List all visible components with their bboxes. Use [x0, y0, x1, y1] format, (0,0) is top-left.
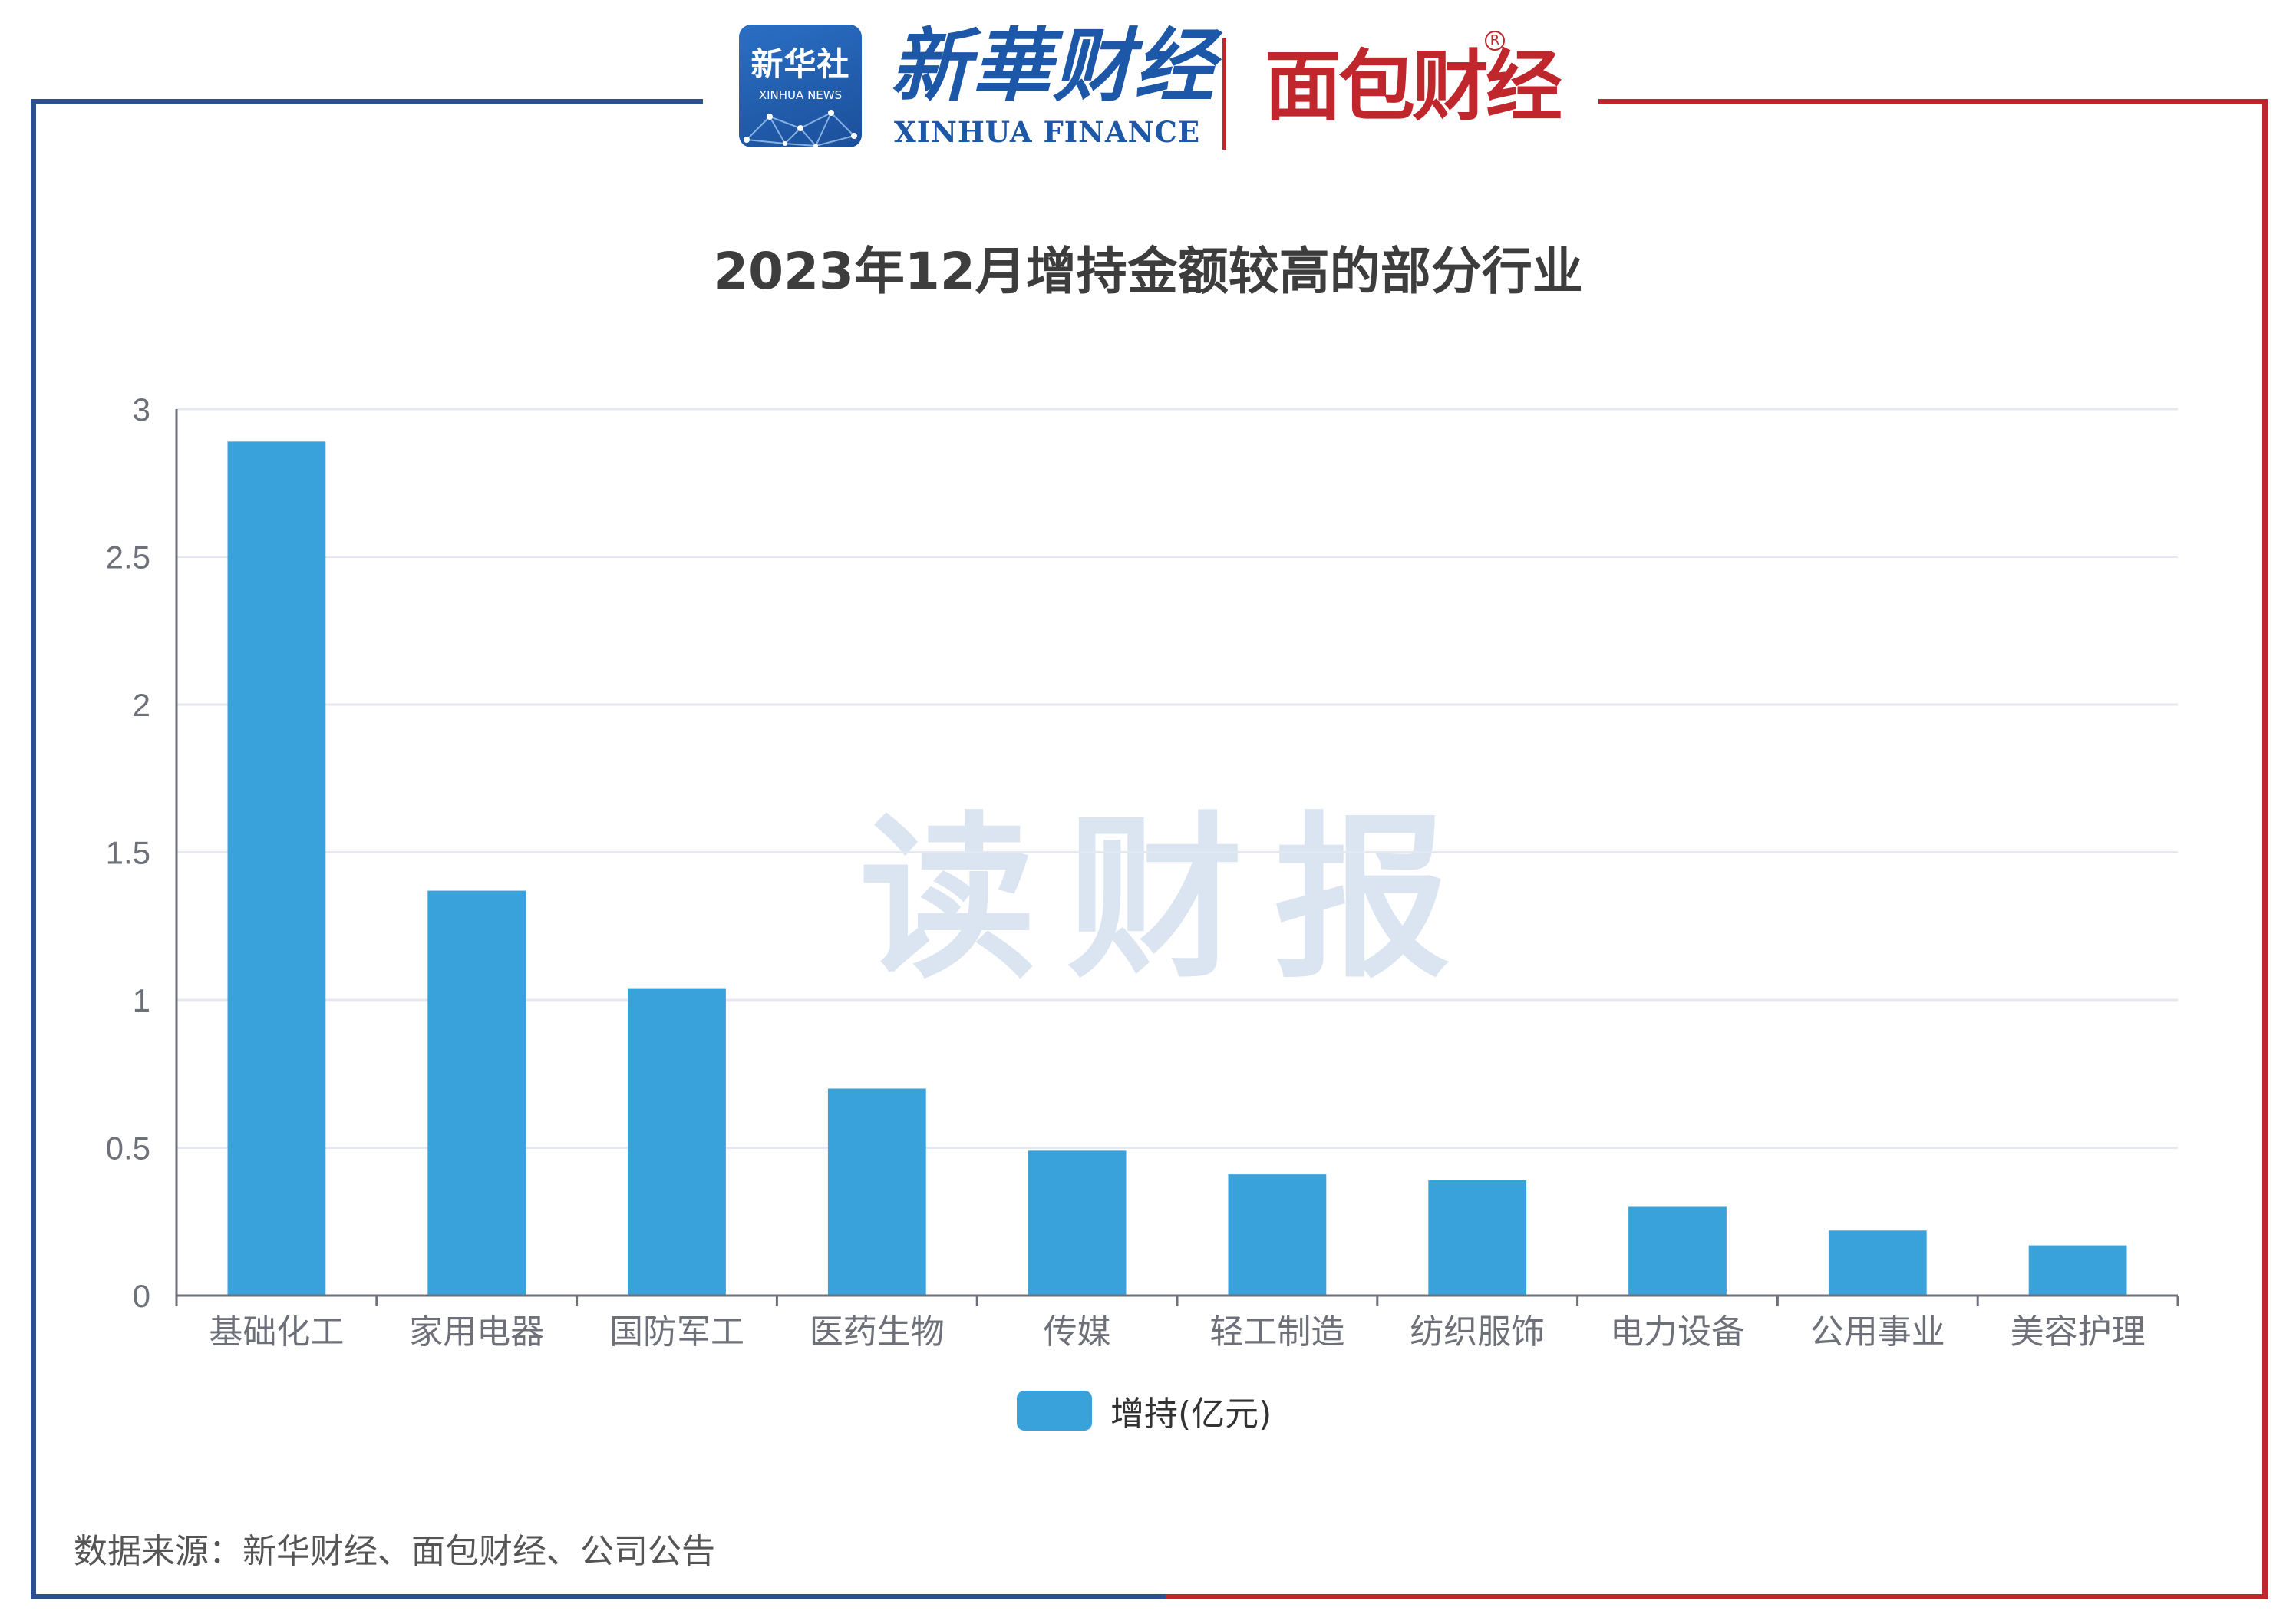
bar — [427, 890, 526, 1296]
bar — [2028, 1245, 2127, 1296]
y-tick-label: 3 — [133, 391, 150, 427]
registered-trademark-icon: R — [1485, 31, 1505, 51]
frame-line-red-right — [2262, 99, 2268, 1599]
xinhua-finance-logo-en: XINHUA FINANCE — [894, 115, 1201, 149]
xinhua-news-logo: 新华社 XINHUA NEWS — [739, 25, 862, 147]
legend-swatch — [1017, 1391, 1092, 1431]
xinhua-badge-cn-text: 新华社 — [750, 45, 850, 83]
y-tick-label: 1 — [133, 982, 150, 1018]
x-tick-label: 国防军工 — [609, 1312, 744, 1352]
chart-title: 2023年12月增持金额较高的部分行业 — [713, 242, 1583, 301]
frame-line-red-bottom — [1166, 1594, 2268, 1599]
legend-label: 增持(亿元) — [1110, 1395, 1272, 1434]
bar — [628, 988, 726, 1296]
frame-line-red-top — [1598, 99, 2268, 104]
x-tick-label: 传媒 — [1044, 1312, 1111, 1352]
x-tick-label: 电力设备 — [1610, 1312, 1745, 1352]
x-tick-label: 纺织服饰 — [1410, 1312, 1545, 1352]
x-tick-label: 医药生物 — [810, 1312, 945, 1352]
bar — [827, 1088, 926, 1296]
bar — [1628, 1206, 1727, 1296]
x-tick-label: 轻工制造 — [1209, 1312, 1344, 1352]
xinhua-badge-en-text: XINHUA NEWS — [758, 88, 843, 102]
bar — [227, 441, 326, 1296]
bar — [1028, 1150, 1127, 1296]
y-tick-label: 1.5 — [106, 835, 150, 871]
mianbao-finance-logo: 面包财经 — [1265, 41, 1562, 131]
xinhua-finance-logo-cn: 新華财经 — [890, 18, 1216, 113]
source-note: 数据来源：新华财经、面包财经、公司公告 — [74, 1532, 715, 1571]
bar — [1828, 1230, 1927, 1296]
bar — [1228, 1174, 1327, 1296]
x-tick-label: 家用电器 — [409, 1312, 544, 1352]
globe-network-icon — [744, 110, 857, 147]
y-tick-label: 2.5 — [106, 540, 150, 576]
bar — [1428, 1180, 1527, 1296]
y-tick-label: 0.5 — [106, 1131, 150, 1167]
x-tick-label: 基础化工 — [209, 1312, 344, 1352]
frame-line-blue-top — [31, 99, 703, 104]
y-tick-label: 0 — [133, 1278, 150, 1314]
x-tick-label: 公用事业 — [1810, 1312, 1945, 1352]
frame-line-blue-left — [31, 99, 36, 1599]
logo-divider — [1222, 38, 1226, 150]
watermark: 读财报 — [859, 797, 1482, 1002]
frame-line-blue-bottom — [31, 1594, 1166, 1599]
x-tick-label: 美容护理 — [2011, 1312, 2146, 1352]
y-tick-label: 2 — [133, 687, 150, 723]
chart-legend[interactable]: 增持(亿元) — [1017, 1388, 1272, 1434]
